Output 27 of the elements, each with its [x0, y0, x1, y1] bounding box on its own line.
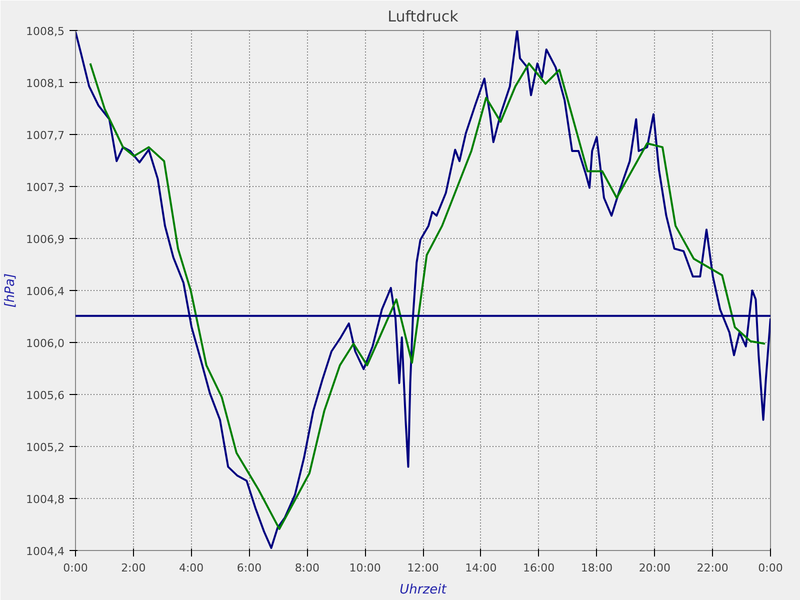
y-tick-label: 1007,7	[26, 129, 65, 142]
x-tick-label: 6:00	[236, 562, 262, 574]
y-tick-label: 1008,1	[26, 77, 65, 90]
x-axis-title: Uhrzeit	[400, 582, 448, 598]
x-tick-label: 4:00	[178, 562, 204, 574]
chart-title: Luftdruck	[388, 8, 459, 26]
y-tick-label: 1006,9	[26, 233, 65, 246]
x-tick-label: 8:00	[294, 562, 320, 574]
y-tick-label: 1006,0	[26, 337, 65, 350]
x-tick-label: 12:00	[407, 562, 439, 574]
x-tick-label: 18:00	[580, 562, 613, 574]
y-axis-title: [hPa]	[3, 273, 18, 308]
y-tick-label: 1004,8	[26, 493, 65, 506]
y-tick-label: 1008,5	[26, 25, 65, 38]
x-tick-label: 20:00	[638, 562, 671, 574]
x-tick-label: 10:00	[349, 562, 381, 574]
x-tick-label: 2:00	[121, 562, 146, 574]
x-tick-label: 14:00	[465, 562, 497, 574]
y-tick-label: 1007,3	[26, 181, 65, 194]
x-tick-label: 22:00	[696, 562, 728, 574]
y-tick-label: 1006,4	[26, 285, 65, 298]
y-tick-label: 1005,2	[26, 441, 65, 454]
y-tick-label: 1005,6	[26, 389, 65, 402]
x-tick-label: 16:00	[522, 562, 555, 574]
x-tick-label: 0:00	[63, 562, 88, 574]
x-tick-label: 0:00	[758, 562, 783, 574]
y-tick-label: 1004,4	[26, 545, 65, 558]
